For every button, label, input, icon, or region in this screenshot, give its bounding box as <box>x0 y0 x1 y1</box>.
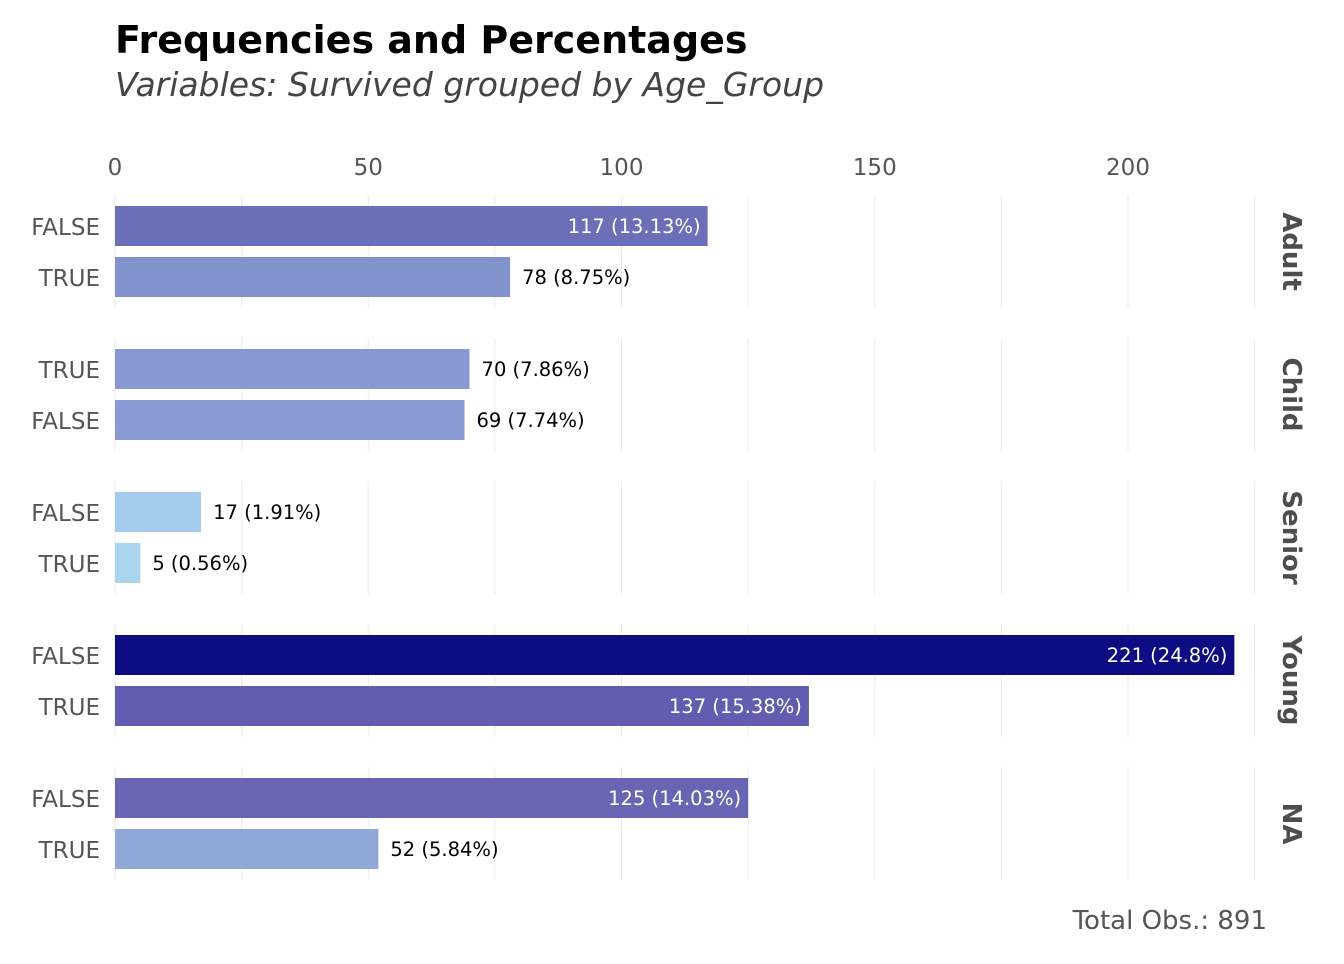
facet-panel-senior: Senior FALSE 17 (1.91%) TRUE 5 (0.56%) <box>31 481 1306 594</box>
x-tick-label: 0 <box>108 155 123 181</box>
x-tick-label: 100 <box>600 155 644 181</box>
data-label: 52 (5.84%) <box>390 838 498 861</box>
facet-strip-label: Adult <box>1276 212 1306 291</box>
facet-strip-label: NA <box>1276 803 1306 845</box>
x-tick-label: 150 <box>853 155 897 181</box>
y-tick-label: FALSE <box>31 215 100 241</box>
data-label: 5 (0.56%) <box>152 552 248 575</box>
data-label: 78 (8.75%) <box>522 266 630 289</box>
bar <box>115 686 809 726</box>
chart-title: Frequencies and Percentages <box>115 18 748 62</box>
y-tick-label: FALSE <box>31 787 100 813</box>
y-tick-label: FALSE <box>31 644 100 670</box>
bar <box>115 543 141 583</box>
y-tick-label: TRUE <box>38 695 100 721</box>
bar <box>115 635 1235 675</box>
facet-strip-label: Young <box>1276 635 1306 726</box>
data-label: 125 (14.03%) <box>608 787 741 810</box>
facet-panel-na: NA FALSE 125 (14.03%) TRUE 52 (5.84%) <box>31 767 1306 880</box>
y-tick-label: TRUE <box>38 838 100 864</box>
data-label: 17 (1.91%) <box>213 501 321 524</box>
x-tick-label: 50 <box>354 155 383 181</box>
data-label: 221 (24.8%) <box>1107 644 1228 667</box>
bar <box>115 349 470 389</box>
facet-panel-adult: Adult FALSE 117 (13.13%) TRUE 78 (8.75%) <box>31 195 1306 308</box>
facet-panel-child: Child TRUE 70 (7.86%) FALSE 69 (7.74%) <box>31 338 1306 451</box>
bar <box>115 829 379 869</box>
facet-strip-label: Child <box>1276 357 1306 431</box>
facet-panel-young: Young FALSE 221 (24.8%) TRUE 137 (15.38%) <box>31 624 1306 737</box>
x-tick-label: 200 <box>1106 155 1150 181</box>
y-tick-label: FALSE <box>31 501 100 527</box>
data-label: 69 (7.74%) <box>476 409 584 432</box>
bar <box>115 778 749 818</box>
bar <box>115 206 708 246</box>
y-tick-label: TRUE <box>38 358 100 384</box>
chart-caption: Total Obs.: 891 <box>1072 906 1267 936</box>
bar <box>115 257 511 297</box>
facet-strip-label: Senior <box>1276 490 1306 585</box>
data-label: 117 (13.13%) <box>568 215 701 238</box>
bar <box>115 400 465 440</box>
y-tick-label: TRUE <box>38 266 100 292</box>
y-tick-label: TRUE <box>38 552 100 578</box>
bar <box>115 492 202 532</box>
data-label: 137 (15.38%) <box>669 695 802 718</box>
y-tick-label: FALSE <box>31 409 100 435</box>
data-label: 70 (7.86%) <box>482 358 590 381</box>
chart-subtitle: Variables: Survived grouped by Age_Group <box>115 65 824 104</box>
